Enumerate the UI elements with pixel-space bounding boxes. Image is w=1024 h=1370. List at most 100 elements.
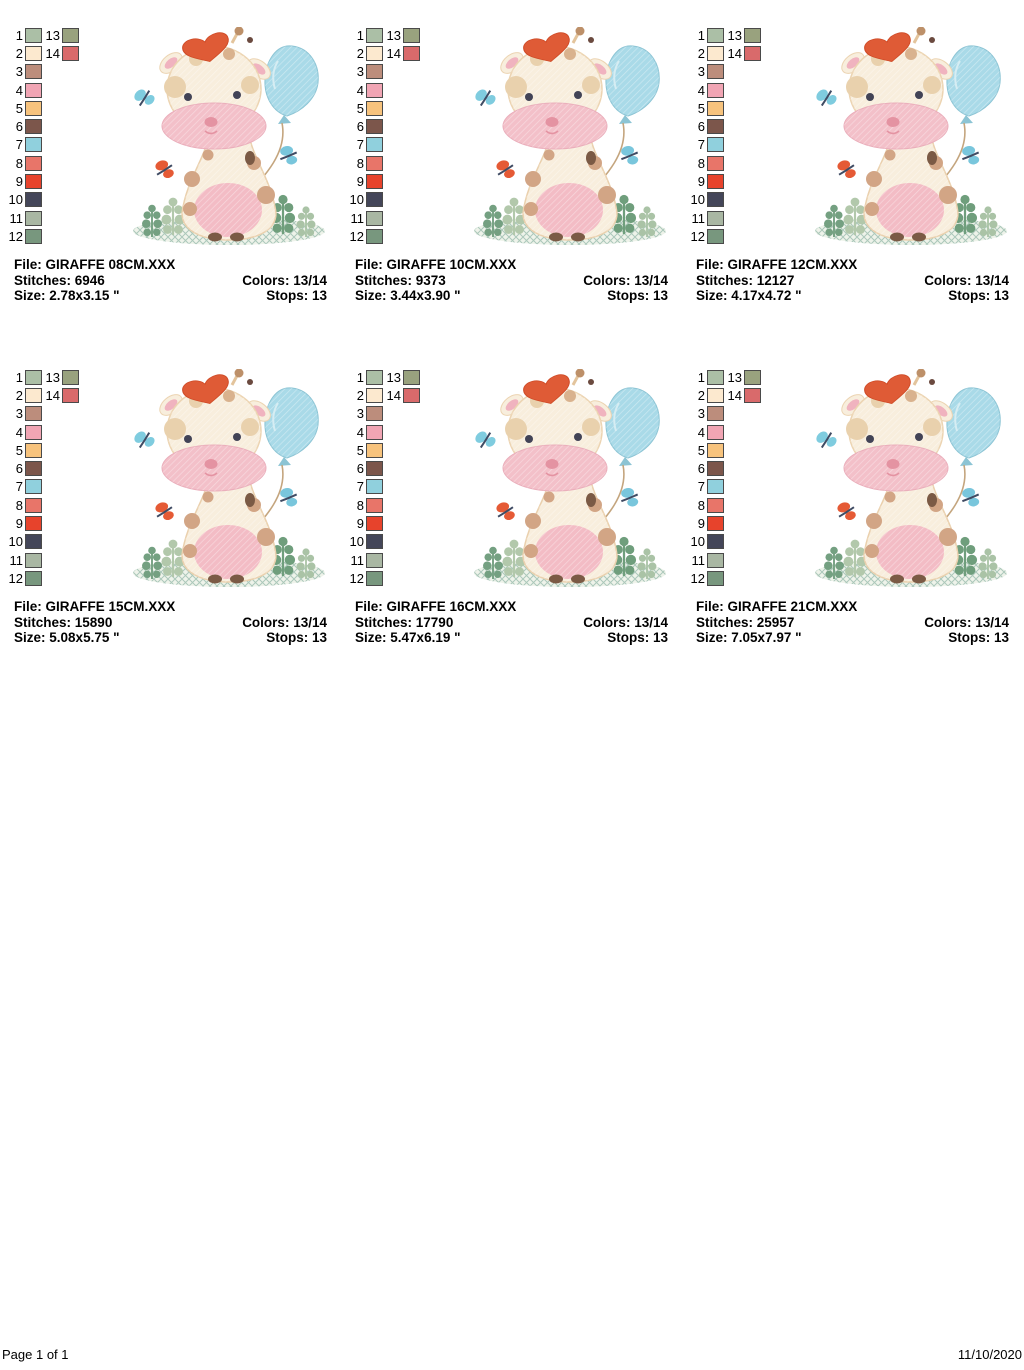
file-label: File:	[355, 599, 383, 614]
thread-row: 10	[341, 191, 420, 209]
stitches-value: 25957	[756, 614, 795, 630]
thread-swatch	[707, 82, 724, 98]
thread-row: 10	[0, 533, 79, 551]
thread-number: 11	[350, 210, 365, 226]
stops-label: Stops:	[607, 630, 650, 646]
thread-number: 7	[15, 137, 23, 153]
thread-row: 7	[0, 136, 79, 154]
thread-number: 8	[697, 497, 705, 513]
thread-swatch	[25, 174, 42, 190]
thread-row: 1 13	[0, 368, 79, 386]
thread-swatch	[25, 516, 42, 532]
thread-number: 9	[356, 516, 364, 532]
file-value: GIRAFFE 10CM.XXX	[386, 257, 517, 272]
thread-row: 6	[0, 117, 79, 135]
thread-row: 4	[682, 423, 761, 441]
thread-row: 3	[341, 405, 420, 423]
thread-color-list: 1 13 2 14 3 4 5 6 7 8 9 10 11 12	[682, 26, 761, 246]
thread-number: 13	[386, 369, 401, 385]
thread-row: 2 14	[0, 386, 79, 404]
thread-number: 13	[386, 27, 401, 43]
stitches-label: Stitches:	[696, 272, 754, 288]
design-cell-16cm: 1 13 2 14 3 4 5 6 7 8 9 10 11 12 File: GIRAFFE 16CM.X…	[341, 342, 682, 684]
thread-swatch	[403, 27, 420, 43]
thread-swatch	[707, 45, 724, 61]
thread-number: 7	[697, 479, 705, 495]
thread-swatch	[744, 387, 761, 403]
thread-swatch	[25, 479, 42, 495]
thread-row: 6	[341, 117, 420, 135]
stops-value: 13	[993, 288, 1009, 304]
stops-value: 13	[652, 630, 668, 646]
thread-number: 10	[349, 192, 364, 208]
thread-number: 11	[9, 552, 24, 568]
thread-row: 12	[682, 227, 761, 245]
stitches-colors-line: Stitches: 25957 Colors: 13/14	[696, 615, 1009, 631]
thread-swatch	[25, 387, 42, 403]
thread-swatch	[366, 82, 383, 98]
thread-number: 6	[697, 119, 705, 135]
thread-number: 10	[690, 192, 705, 208]
thread-number: 5	[697, 100, 705, 116]
colors-label: Colors:	[924, 272, 972, 288]
thread-number: 3	[15, 406, 23, 422]
thread-number: 10	[349, 534, 364, 550]
design-info: File: GIRAFFE 16CM.XXX Stitches: 17790 Co…	[355, 599, 668, 646]
thread-number: 12	[349, 228, 364, 244]
thread-swatch	[366, 137, 383, 153]
size-stops-line: Size: 3.44x3.90 " Stops: 13	[355, 288, 668, 304]
thread-row: 9	[682, 514, 761, 532]
file-line: File: GIRAFFE 21CM.XXX	[696, 599, 1009, 615]
thread-number: 14	[386, 45, 401, 61]
thread-color-list: 1 13 2 14 3 4 5 6 7 8 9 10 11 12	[0, 368, 79, 588]
thread-row: 4	[682, 81, 761, 99]
thread-number: 12	[690, 228, 705, 244]
thread-swatch	[707, 155, 724, 171]
thread-number: 12	[349, 570, 364, 586]
stops-value: 13	[311, 288, 327, 304]
file-label: File:	[14, 599, 42, 614]
thread-swatch	[25, 82, 42, 98]
thread-swatch	[25, 424, 42, 440]
thread-swatch	[366, 497, 383, 513]
thread-number: 6	[356, 461, 364, 477]
thread-swatch	[707, 406, 724, 422]
thread-row: 2 14	[682, 44, 761, 62]
thread-row: 3	[0, 63, 79, 81]
colors-label: Colors:	[242, 614, 290, 630]
size-value: 5.08x5.75 "	[49, 630, 120, 646]
thread-number: 8	[356, 155, 364, 171]
thread-swatch	[707, 570, 724, 586]
thread-row: 4	[341, 423, 420, 441]
thread-number: 7	[15, 479, 23, 495]
size-stops-line: Size: 2.78x3.15 " Stops: 13	[14, 288, 327, 304]
thread-number: 9	[697, 174, 705, 190]
thread-row: 8	[341, 154, 420, 172]
file-label: File:	[14, 257, 42, 272]
thread-number: 11	[350, 552, 365, 568]
thread-number: 4	[15, 82, 23, 98]
thread-row: 10	[0, 191, 79, 209]
size-label: Size:	[14, 288, 46, 304]
colors-value: 13/14	[975, 614, 1009, 630]
colors-value: 13/14	[293, 272, 327, 288]
thread-number: 10	[690, 534, 705, 550]
thread-number: 3	[15, 64, 23, 80]
thread-number: 1	[356, 27, 364, 43]
stitches-value: 17790	[415, 614, 454, 630]
thread-row: 4	[0, 423, 79, 441]
colors-label: Colors:	[242, 272, 290, 288]
thread-row: 8	[0, 154, 79, 172]
thread-swatch	[25, 570, 42, 586]
thread-swatch	[366, 119, 383, 135]
thread-number: 14	[45, 45, 60, 61]
thread-swatch	[25, 119, 42, 135]
thread-number: 4	[356, 424, 364, 440]
thread-swatch	[366, 369, 383, 385]
stitches-value: 12127	[756, 272, 795, 288]
thread-number: 4	[15, 424, 23, 440]
thread-swatch	[62, 45, 79, 61]
file-line: File: GIRAFFE 12CM.XXX	[696, 257, 1009, 273]
